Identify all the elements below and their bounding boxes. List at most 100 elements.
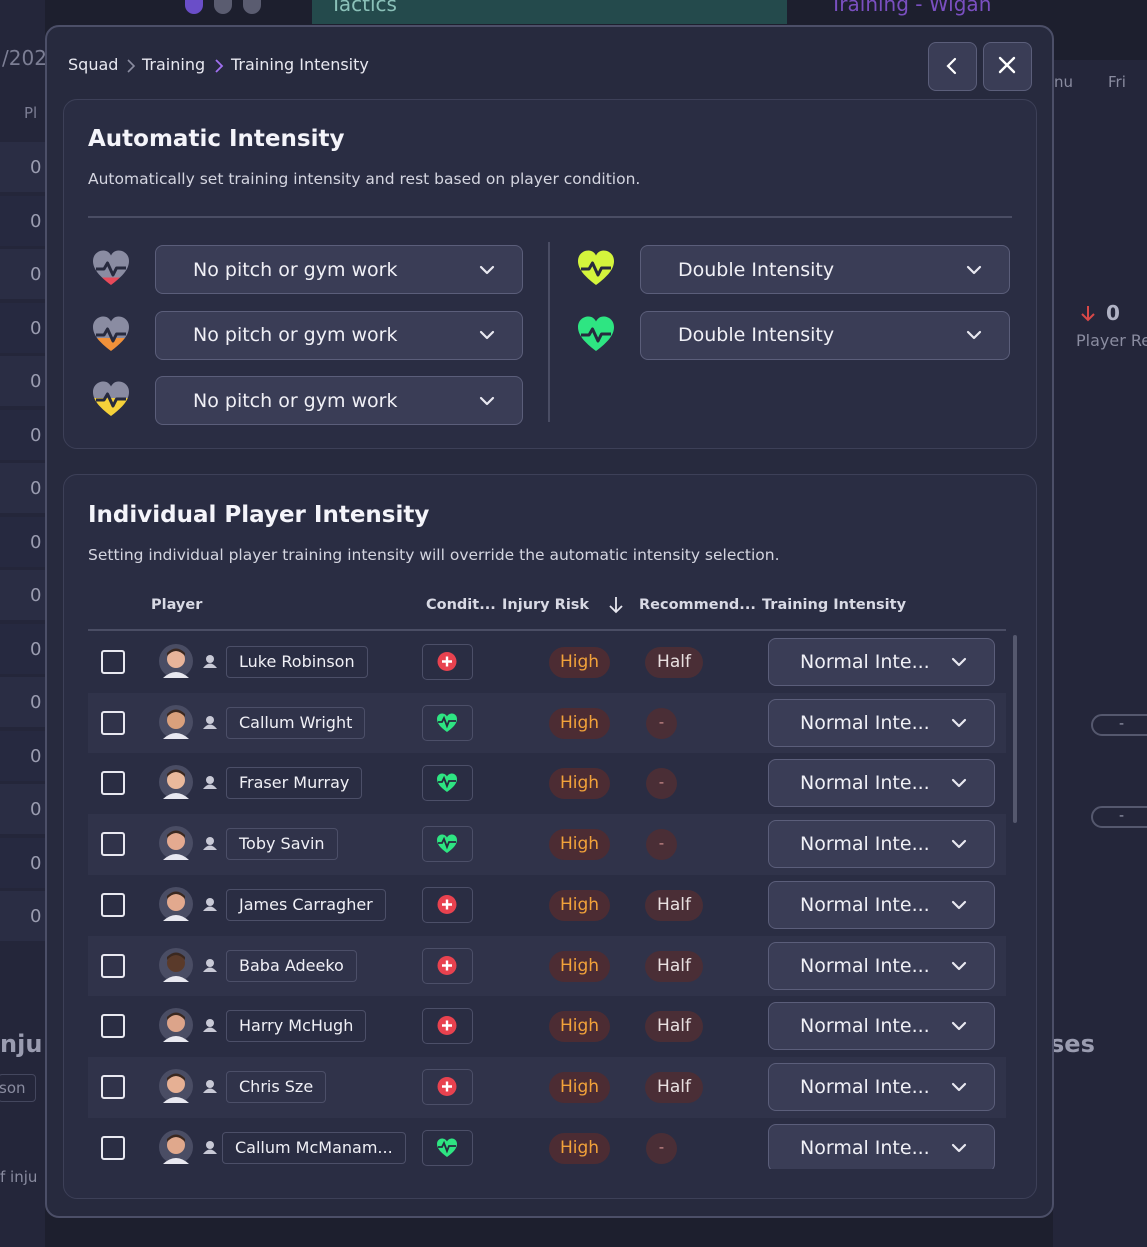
close-icon [998, 56, 1016, 74]
condition-box [422, 886, 473, 923]
dropdown-value: Normal Inte... [800, 833, 930, 856]
dropdown[interactable]: Normal Inte... [768, 880, 995, 929]
left-value: 0 [30, 638, 42, 660]
checkbox[interactable] [101, 953, 125, 978]
left-bottom: nju [0, 1030, 43, 1058]
player-role-icon [203, 1017, 217, 1036]
injury-risk-pill: High [549, 829, 610, 861]
injury-risk-pill: High [549, 1071, 610, 1103]
back-button[interactable] [928, 42, 977, 91]
checkbox[interactable] [101, 771, 125, 796]
breadcrumb-sep-icon [127, 59, 136, 73]
dropdown-chevron-icon [951, 779, 967, 788]
player-name[interactable]: Luke Robinson [226, 646, 368, 678]
player-role-icon [203, 1078, 217, 1097]
dropdown[interactable]: Double Intensity [640, 310, 1010, 360]
left-column: Pl [24, 104, 38, 122]
column-header[interactable]: Training Intensity [762, 597, 907, 613]
player-name[interactable]: James Carragher [226, 888, 386, 921]
condition-box [422, 1008, 473, 1045]
row-bg [0, 623, 45, 674]
column-header[interactable]: Player [151, 597, 203, 613]
left-bottom: f inju [0, 1168, 38, 1186]
player-name[interactable]: Chris Sze [226, 1070, 327, 1103]
checkbox[interactable] [101, 710, 125, 735]
close-button[interactable] [983, 42, 1032, 91]
left-value: 0 [30, 478, 42, 499]
player-role-icon [203, 1139, 217, 1158]
player-name[interactable]: Callum Wright [226, 706, 366, 739]
avatar-icon [159, 1129, 193, 1164]
avatar-icon [159, 765, 193, 800]
avatar [159, 947, 193, 988]
player-row[interactable]: Chris Sze High Half Normal Inte... [88, 1056, 1006, 1118]
player-row[interactable]: Harry McHugh High Half Normal Inte... [88, 996, 1006, 1057]
divider [88, 629, 1006, 631]
fit-icon [437, 773, 457, 793]
dropdown-chevron-icon [951, 1082, 967, 1091]
checkbox[interactable] [101, 892, 125, 917]
dropdown[interactable]: Normal Inte... [768, 638, 995, 686]
injury-risk-pill: High [549, 768, 610, 800]
dropdown[interactable]: Normal Inte... [768, 1062, 995, 1111]
dropdown[interactable]: Normal Inte... [768, 698, 995, 747]
player-row[interactable]: Luke Robinson High Half Normal Inte... [88, 632, 1006, 693]
dropdown[interactable]: Normal Inte... [768, 759, 995, 808]
dropdown-chevron-icon [966, 330, 982, 340]
row-bg [0, 730, 45, 781]
player-row[interactable]: Callum McManam... High - Normal Inte... [88, 1118, 1006, 1169]
dropdown[interactable]: Double Intensity [640, 245, 1010, 294]
dropdown[interactable]: No pitch or gym work [155, 310, 523, 360]
dropdown-chevron-icon [951, 839, 967, 849]
recommended-pill: - [646, 829, 677, 861]
breadcrumb-item[interactable]: Squad [68, 55, 119, 74]
dropdown-chevron [478, 261, 496, 279]
dropdown[interactable]: No pitch or gym work [155, 245, 523, 294]
dropdown-chevron [950, 1078, 968, 1096]
scrollbar [1013, 635, 1017, 823]
avatar-icon [159, 826, 193, 861]
checkbox[interactable] [101, 650, 125, 674]
column-header[interactable]: Recommend... [639, 597, 756, 613]
player-role-icon-icon [203, 1079, 217, 1093]
checkbox[interactable] [101, 1135, 125, 1160]
player-name[interactable]: Fraser Murray [226, 767, 363, 800]
dropdown[interactable]: Normal Inte... [768, 820, 995, 869]
player-row[interactable]: Toby Savin High - Normal Inte... [88, 814, 1006, 875]
player-row[interactable]: James Carragher High Half Normal Inte... [88, 875, 1006, 936]
dropdown-value: Normal Inte... [800, 651, 930, 673]
breadcrumb-item[interactable]: Training [142, 55, 206, 74]
player-row[interactable]: Fraser Murray High - Normal Inte... [88, 753, 1006, 814]
player-role-icon-icon [203, 715, 217, 729]
column-header[interactable]: Condit... [426, 597, 496, 613]
player-name[interactable]: Harry McHugh [226, 1010, 367, 1043]
player-role-icon [203, 653, 217, 672]
dropdown[interactable]: No pitch or gym work [155, 376, 523, 425]
player-name[interactable]: Toby Savin [226, 828, 338, 861]
checkbox[interactable] [101, 832, 125, 857]
right-bottom: ses [1050, 1030, 1095, 1058]
row-bg [0, 142, 45, 192]
column-header[interactable]: Injury Risk [502, 597, 590, 613]
dropdown[interactable]: Normal Inte... [768, 941, 995, 990]
condition-heart [91, 314, 131, 358]
automatic-card: Automatic Intensity Automatically set tra… [63, 99, 1037, 449]
row-bg [0, 195, 45, 246]
player-row[interactable]: Callum Wright High - Normal Inte... [88, 692, 1006, 754]
player-name[interactable]: Baba Adeeko [226, 949, 357, 982]
condition-box [422, 826, 473, 863]
player-row[interactable]: Baba Adeeko High Half Normal Inte... [88, 935, 1006, 997]
checkbox[interactable] [101, 1074, 125, 1099]
right-header: nu [1054, 73, 1074, 91]
fit-icon [437, 713, 457, 732]
dropdown[interactable]: Normal Inte... [768, 1123, 995, 1169]
player-name[interactable]: Callum McManam... [222, 1131, 406, 1164]
section-description: Automatically set training intensity and… [88, 170, 641, 188]
dropdown-value: Double Intensity [678, 324, 835, 346]
dropdown-value: No pitch or gym work [193, 258, 398, 281]
breadcrumb-sep-icon [215, 59, 224, 73]
checkbox[interactable] [101, 1014, 125, 1039]
dropdown[interactable]: Normal Inte... [768, 1002, 995, 1051]
player-role-icon [203, 774, 217, 793]
